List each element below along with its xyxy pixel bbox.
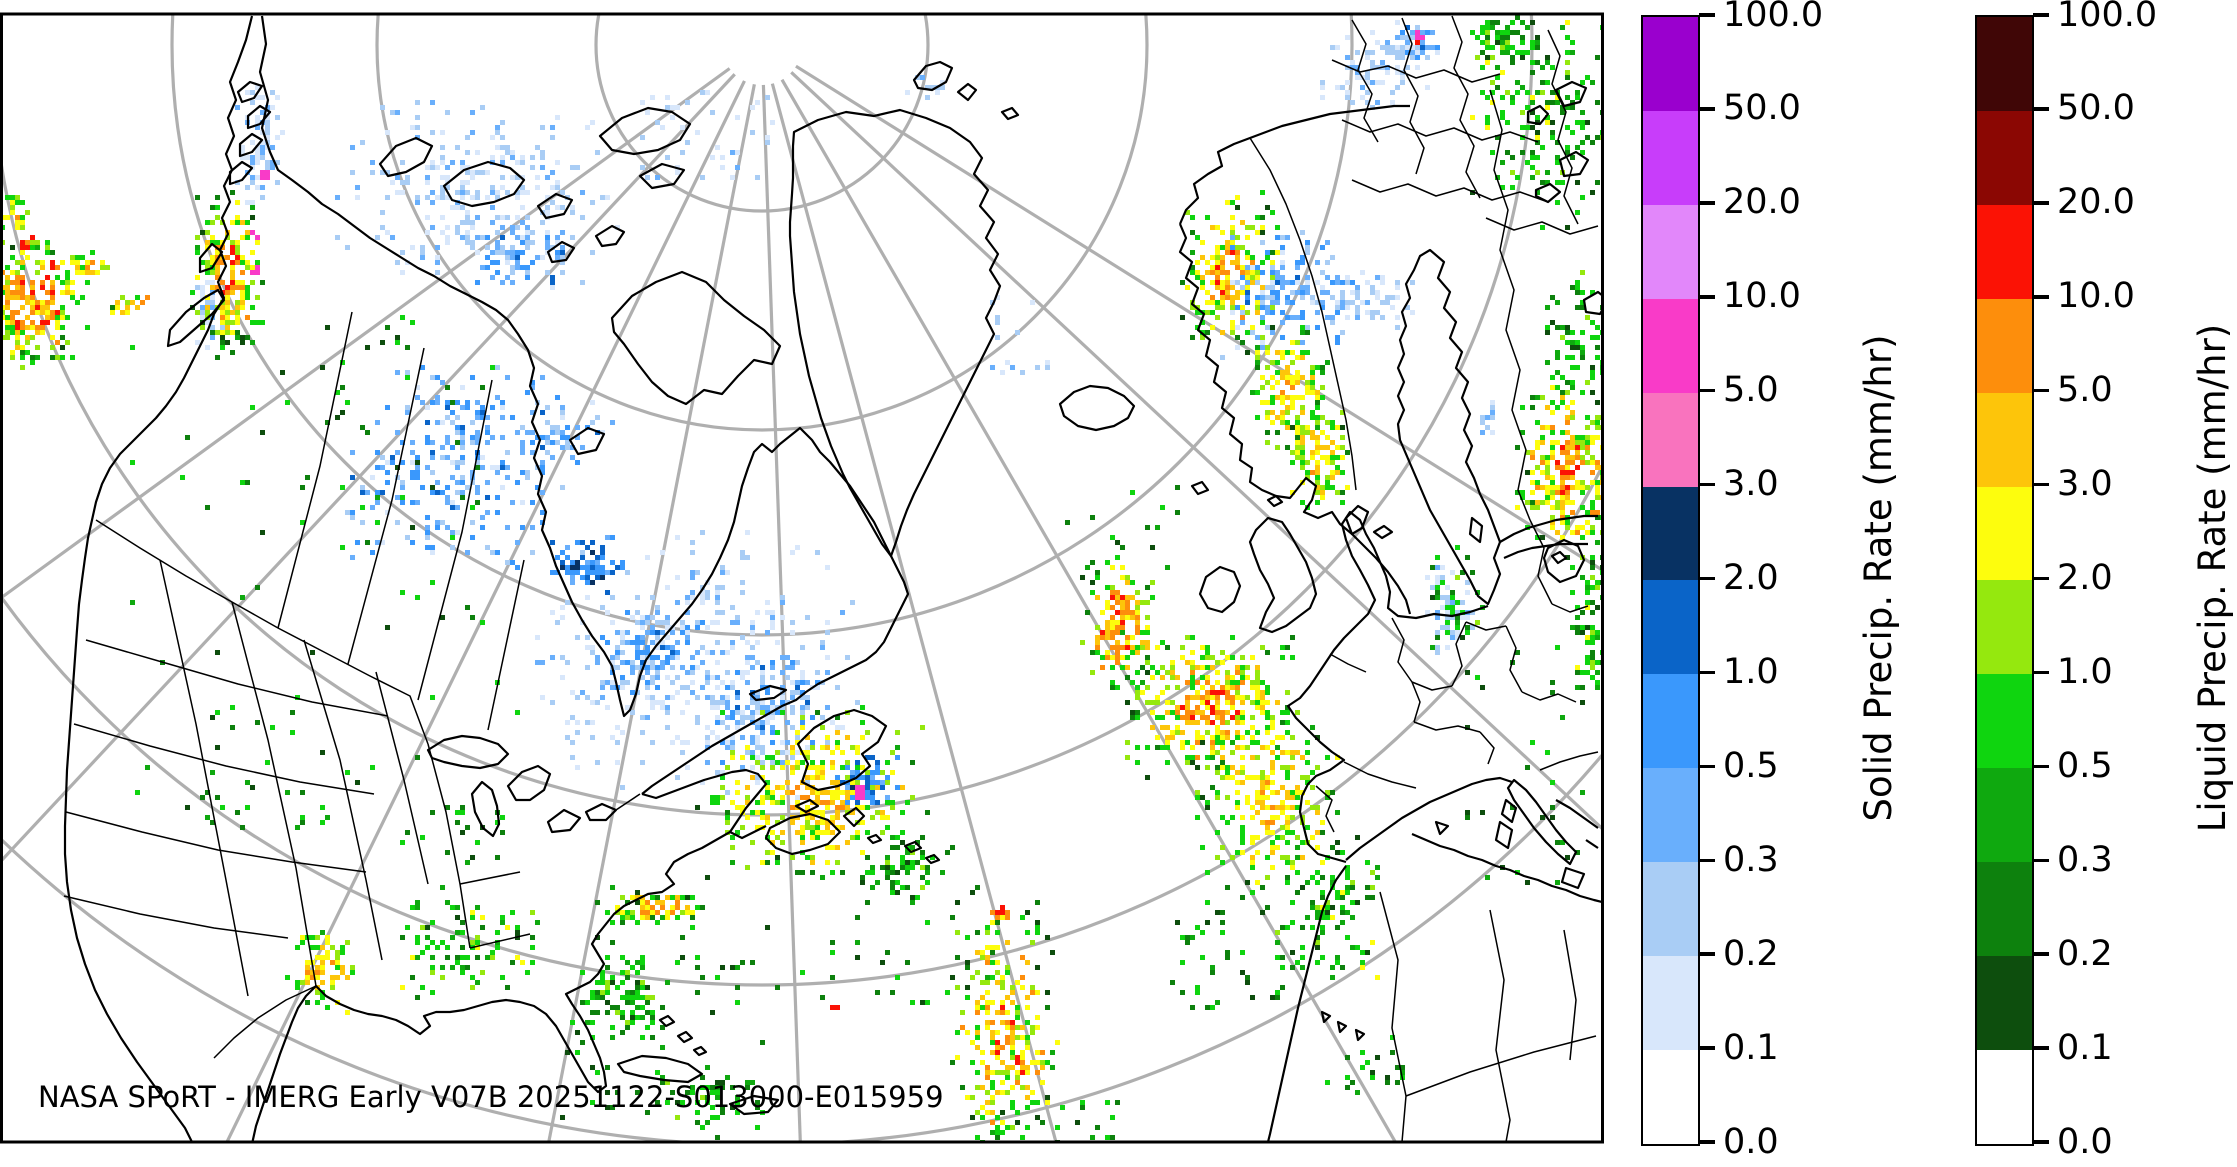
colorbar-band — [1977, 768, 2032, 863]
colorbar-band — [1977, 110, 2032, 205]
tick-label: 5.0 — [1723, 370, 1779, 411]
tick-mark — [1699, 952, 1715, 956]
colorbar-band — [1977, 392, 2032, 487]
tick-label: 5.0 — [2057, 370, 2113, 411]
tick-mark — [1699, 388, 1715, 393]
tick-label: 0.0 — [1723, 1121, 1779, 1162]
colorbar-band — [1977, 1049, 2032, 1144]
tick-label: 100.0 — [1723, 0, 1824, 35]
colorbar-band — [1643, 17, 1698, 111]
tick-mark — [2033, 952, 2049, 956]
tick-mark — [2033, 1140, 2049, 1144]
tick-mark — [2033, 295, 2049, 299]
tick-label: 10.0 — [1723, 276, 1801, 317]
tick-label: 1.0 — [2057, 651, 2113, 692]
colorbar-solid — [1641, 15, 1700, 1146]
tick-mark — [2033, 1046, 2049, 1050]
tick-mark — [2033, 482, 2049, 487]
tick-label: 0.3 — [1723, 839, 1779, 880]
tick-label: 50.0 — [1723, 88, 1801, 129]
tick-mark — [2033, 858, 2049, 862]
timestamp-annotation: NASA SPoRT - IMERG Early V07B 20251122-S… — [38, 1080, 944, 1114]
colorbar-band — [1643, 110, 1698, 205]
tick-mark — [1699, 13, 1715, 17]
colorbar-band — [1977, 17, 2032, 111]
tick-mark — [1699, 670, 1715, 675]
tick-label: 20.0 — [2057, 182, 2135, 223]
precip-cells — [3, 15, 1601, 1141]
colorbar-band — [1643, 204, 1698, 299]
colorbar-band — [1977, 298, 2032, 393]
colorbar-liquid-title: Liquid Precip. Rate (mm/hr) — [2190, 323, 2234, 833]
tick-mark — [1699, 1046, 1715, 1050]
colorbar-band — [1977, 580, 2032, 675]
colorbar-solid-ticks: 100.0 50.0 20.0 10.0 5.0 3.0 2.0 1.0 0.5 0.3 0.2 0.… — [1699, 0, 1959, 1159]
tick-mark — [2033, 576, 2049, 581]
tick-mark — [2033, 388, 2049, 393]
tick-mark — [1699, 764, 1715, 769]
colorbar-band — [1643, 392, 1698, 487]
colorbar-band — [1977, 862, 2032, 957]
tick-label: 100.0 — [2057, 0, 2158, 35]
colorbar-band — [1977, 204, 2032, 299]
tick-label: 2.0 — [2057, 558, 2113, 598]
tick-label: 10.0 — [2057, 276, 2135, 317]
tick-mark — [1699, 201, 1715, 205]
tick-label: 50.0 — [2057, 88, 2135, 129]
tick-label: 0.5 — [2057, 745, 2113, 786]
political-borders — [63, 15, 1599, 1141]
precipitation-map — [0, 12, 1604, 1144]
tick-mark — [1699, 1140, 1715, 1144]
tick-mark — [1699, 107, 1715, 111]
tick-label: 0.1 — [2057, 1027, 2113, 1068]
colorbar-band — [1643, 580, 1698, 675]
tick-mark — [2033, 670, 2049, 675]
colorbar-liquid — [1975, 15, 2034, 1146]
tick-mark — [2033, 107, 2049, 111]
colorbar-band — [1977, 956, 2032, 1050]
colorbar-band — [1977, 486, 2032, 581]
tick-mark — [1699, 295, 1715, 299]
coastlines — [63, 15, 1601, 1141]
tick-label: 0.1 — [1723, 1027, 1779, 1068]
tick-label: 0.3 — [2057, 839, 2113, 880]
colorbar-band — [1643, 862, 1698, 957]
tick-mark — [2033, 764, 2049, 769]
tick-label: 3.0 — [2057, 464, 2113, 505]
tick-mark — [1699, 858, 1715, 862]
tick-label: 0.2 — [2057, 933, 2113, 974]
tick-label: 0.5 — [1723, 745, 1779, 786]
colorbar-band — [1643, 486, 1698, 581]
colorbar-band — [1643, 1049, 1698, 1144]
colorbar-band — [1643, 956, 1698, 1050]
colorbar-band — [1643, 298, 1698, 393]
colorbar-band — [1643, 768, 1698, 863]
tick-label: 1.0 — [1723, 651, 1779, 692]
colorbar-band — [1977, 674, 2032, 769]
colorbar-solid-title: Solid Precip. Rate (mm/hr) — [1856, 334, 1900, 822]
tick-label: 3.0 — [1723, 464, 1779, 505]
tick-label: 0.0 — [2057, 1121, 2113, 1162]
tick-label: 20.0 — [1723, 182, 1801, 223]
tick-label: 0.2 — [1723, 933, 1779, 974]
map-frame — [0, 12, 1604, 1144]
colorbar-band — [1643, 674, 1698, 769]
tick-mark — [1699, 576, 1715, 581]
tick-mark — [2033, 13, 2049, 17]
tick-mark — [1699, 482, 1715, 487]
tick-label: 2.0 — [1723, 558, 1779, 598]
tick-mark — [2033, 201, 2049, 205]
